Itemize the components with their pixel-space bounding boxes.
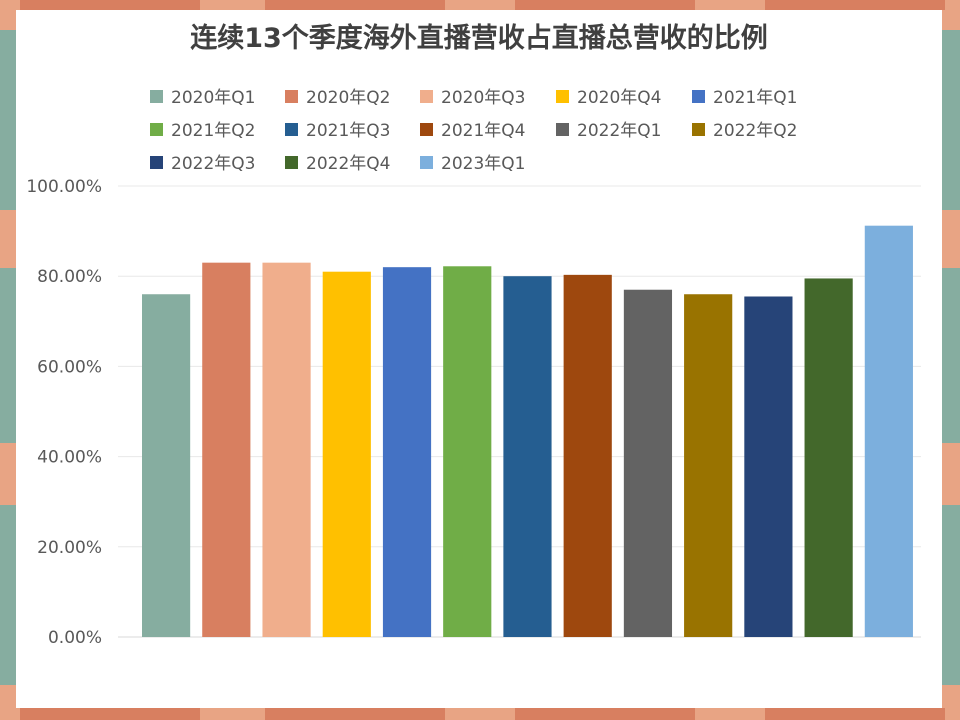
y-tick-label: 40.00% bbox=[37, 448, 102, 468]
bar-2020年Q2 bbox=[202, 262, 251, 637]
legend-item: 2023年Q1 bbox=[420, 154, 525, 174]
legend-label: 2022年Q1 bbox=[577, 121, 661, 141]
legend-item: 2020年Q3 bbox=[420, 88, 525, 108]
frame-stripe bbox=[942, 30, 960, 210]
legend-swatch bbox=[150, 156, 163, 169]
legend-swatch bbox=[285, 123, 298, 136]
frame-stripe bbox=[20, 0, 200, 10]
frame-stripe bbox=[265, 0, 445, 10]
legend-item: 2021年Q2 bbox=[150, 121, 255, 141]
legend-item: 2020年Q1 bbox=[150, 88, 255, 108]
y-tick-label: 20.00% bbox=[37, 538, 102, 558]
y-tick-label: 100.00% bbox=[26, 177, 102, 197]
frame-stripe bbox=[515, 0, 695, 10]
legend-swatch bbox=[420, 156, 433, 169]
y-axis-ticks: 0.00% 20.00% 40.00% 60.00% 80.00% 100.00% bbox=[26, 177, 102, 648]
legend-item: 2020年Q4 bbox=[556, 88, 661, 108]
bars bbox=[142, 225, 913, 638]
bar-2021年Q4 bbox=[563, 274, 612, 637]
legend-label: 2020年Q3 bbox=[441, 88, 525, 108]
bar-2020年Q3 bbox=[262, 262, 311, 637]
bar-2021年Q1 bbox=[382, 267, 432, 637]
legend-swatch bbox=[285, 156, 298, 169]
legend-label: 2023年Q1 bbox=[441, 154, 525, 174]
y-tick-label: 80.00% bbox=[37, 267, 102, 287]
bar-2022年Q4 bbox=[804, 278, 853, 637]
frame-stripe bbox=[265, 708, 445, 720]
legend-swatch bbox=[150, 90, 163, 103]
legend-label: 2022年Q3 bbox=[171, 154, 255, 174]
legend-label: 2022年Q4 bbox=[306, 154, 390, 174]
frame-stripe bbox=[942, 505, 960, 685]
legend-label: 2020年Q2 bbox=[306, 88, 390, 108]
bar-2021年Q3 bbox=[503, 276, 552, 637]
legend-swatch bbox=[150, 123, 163, 136]
legend-item: 2022年Q2 bbox=[692, 121, 797, 141]
frame-stripe bbox=[765, 0, 945, 10]
legend-swatch bbox=[556, 123, 569, 136]
legend-swatch bbox=[420, 90, 433, 103]
frame-stripe bbox=[765, 708, 945, 720]
bar-2023年Q1 bbox=[864, 225, 913, 638]
bar-2020年Q4 bbox=[322, 271, 371, 637]
legend-item: 2022年Q3 bbox=[150, 154, 255, 174]
legend-label: 2021年Q2 bbox=[171, 121, 255, 141]
bar-2020年Q1 bbox=[142, 294, 191, 637]
legend: 2020年Q1 2020年Q2 2020年Q3 2020年Q4 2021年Q1 2021年… bbox=[150, 88, 797, 174]
legend-swatch bbox=[556, 90, 569, 103]
bar-2021年Q2 bbox=[443, 266, 492, 637]
legend-swatch bbox=[285, 90, 298, 103]
legend-swatch bbox=[692, 90, 705, 103]
bar-2022年Q1 bbox=[623, 289, 673, 637]
legend-label: 2021年Q1 bbox=[713, 88, 797, 108]
legend-label: 2021年Q3 bbox=[306, 121, 390, 141]
legend-item: 2022年Q1 bbox=[556, 121, 661, 141]
legend-label: 2020年Q1 bbox=[171, 88, 255, 108]
legend-item: 2021年Q4 bbox=[420, 121, 525, 141]
legend-label: 2021年Q4 bbox=[441, 121, 525, 141]
legend-label: 2020年Q4 bbox=[577, 88, 661, 108]
legend-item: 2022年Q4 bbox=[285, 154, 390, 174]
frame-stripe bbox=[515, 708, 695, 720]
bar-2022年Q3 bbox=[744, 296, 793, 637]
frame-stripe bbox=[942, 268, 960, 443]
chart-title: 连续13个季度海外直播营收占直播总营收的比例 bbox=[190, 22, 768, 54]
bar-2022年Q2 bbox=[684, 294, 733, 637]
legend-item: 2021年Q1 bbox=[692, 88, 797, 108]
legend-item: 2021年Q3 bbox=[285, 121, 390, 141]
legend-swatch bbox=[420, 123, 433, 136]
frame-stripe bbox=[20, 708, 200, 720]
y-tick-label: 60.00% bbox=[37, 357, 102, 377]
legend-swatch bbox=[692, 123, 705, 136]
legend-label: 2022年Q2 bbox=[713, 121, 797, 141]
y-tick-label: 0.00% bbox=[48, 628, 102, 648]
frame-stripe bbox=[0, 268, 16, 443]
legend-item: 2020年Q2 bbox=[285, 88, 390, 108]
frame-stripe bbox=[0, 505, 16, 685]
frame-stripe bbox=[0, 30, 16, 210]
